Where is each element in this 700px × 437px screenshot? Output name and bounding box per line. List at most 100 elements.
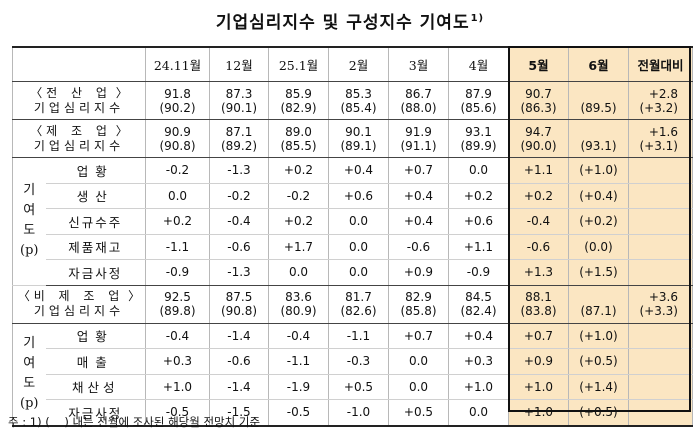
value-cell: +1.0 [145,374,210,400]
value-cell: +0.4 [328,157,389,184]
section-label: 〈 전 산 업 〉 기업심리지수 [12,81,146,120]
value-cell: (0.0) [568,234,629,260]
value-cell: +0.7 [388,323,449,349]
contribution-side-label: 기 여 도 (p) [12,323,46,427]
value-cell: -1.3 [209,157,269,184]
contribution-row: 자금사정 -0.5 -1.5 -0.5 -1.0 +0.5 0.0 +1.0 (… [13,399,693,427]
empty-cell [628,157,693,184]
value-cell: +0.3 [145,348,210,375]
value-cell: 0.0 [448,157,509,184]
value-cell: 0.0 [328,208,389,235]
value-cell: 0.0 [448,399,509,427]
value-cell: -1.9 [268,374,329,400]
contribution-row: 생산 0.0 -0.2 -0.2 +0.6 +0.4 +0.2 +0.2 (+0… [13,183,693,209]
value-cell: +0.2 [145,208,210,235]
value-cell: -0.5 [268,399,329,427]
item-label: 업황 [45,157,146,184]
value-cell: -0.2 [145,157,210,184]
value-cell: +3.6 (+3.3) [628,284,693,324]
header-col: 2월 [328,46,389,82]
header-col: 12월 [209,46,269,82]
table-title: 기업심리지수 및 구성지수 기여도1) [215,13,485,33]
value-cell: -0.4 [145,323,210,349]
value-cell: 0.0 [268,259,329,286]
value-cell: +1.0 [508,399,569,427]
value-cell: -0.2 [209,183,269,209]
value-cell: -1.3 [209,259,269,286]
value-cell: (93.1) [568,119,629,158]
empty-cell [628,183,693,209]
value-cell: -1.0 [328,399,389,427]
value-cell: +1.7 [268,234,329,260]
section-non-manufacturing-row: 〈 비 제 조 업 〉 기업심리지수 92.5 (89.8) 87.5 (90.8)… [12,284,693,324]
empty-cell [628,374,693,400]
item-label: 신규수주 [45,208,146,235]
header-col: 전월대비 [628,46,693,82]
value-cell: 87.1 (89.2) [209,119,269,158]
value-cell: 93.1 (89.9) [448,119,509,158]
value-cell: -0.6 [209,234,269,260]
value-cell: (89.5) [568,81,629,120]
item-label: 자금사정 [45,399,146,427]
value-cell: 81.7 (82.6) [328,284,389,324]
header-col: 25.1월 [268,46,329,82]
contribution-row: 기 여 도 (p) 업황 -0.4 -1.4 -0.4 -1.1 +0.7 +0.4 … [12,323,693,427]
value-cell: +0.2 [268,208,329,235]
value-cell: +0.3 [448,348,509,375]
empty-cell [628,234,693,260]
value-cell: +0.9 [388,259,449,286]
value-cell: -1.4 [209,374,269,400]
section-manufacturing-row: 〈 제 조 업 〉 기업심리지수 90.9 (90.8) 87.1 (89.2) 8… [12,119,693,158]
value-cell: +0.7 [388,157,449,184]
value-cell: +1.0 [508,374,569,400]
section-label: 〈 제 조 업 〉 기업심리지수 [12,119,146,158]
value-cell: (+0.4) [568,183,629,209]
header-col: 3월 [388,46,449,82]
value-cell: 85.3 (85.4) [328,81,389,120]
value-cell: +0.6 [448,208,509,235]
contribution-row: 제품재고 -1.1 -0.6 +1.7 0.0 -0.6 +1.1 -0.6 (… [13,234,693,260]
section-label: 〈 비 제 조 업 〉 기업심리지수 [12,284,146,324]
value-cell: +0.2 [508,183,569,209]
contribution-row: 채산성 +1.0 -1.4 -1.9 +0.5 0.0 +1.0 +1.0 (+… [13,374,693,400]
value-cell: 92.5 (89.8) [145,284,210,324]
contribution-side-label: 기 여 도 (p) [12,157,46,286]
empty-cell [628,323,693,349]
value-cell: +0.7 [508,323,569,349]
value-cell: 91.8 (90.2) [145,81,210,120]
value-cell: -0.6 [508,234,569,260]
value-cell: 90.9 (90.8) [145,119,210,158]
value-cell: 87.5 (90.8) [209,284,269,324]
value-cell: -0.4 [508,208,569,235]
value-cell: 85.9 (82.9) [268,81,329,120]
value-cell: +0.2 [268,157,329,184]
value-cell: +1.3 [508,259,569,286]
bsi-table: 24.11월 12월 25.1월 2월 3월 4월 5월 6월 전월대비 〈 전… [12,46,693,427]
value-cell: -0.4 [209,208,269,235]
value-cell: 91.9 (91.1) [388,119,449,158]
header-row: 24.11월 12월 25.1월 2월 3월 4월 5월 6월 전월대비 [12,46,693,82]
value-cell: +0.5 [328,374,389,400]
header-col: 4월 [448,46,509,82]
empty-cell [628,348,693,375]
header-col: 6월 [568,46,629,82]
value-cell: +1.1 [448,234,509,260]
value-cell: 86.7 (88.0) [388,81,449,120]
value-cell: (+0.2) [568,208,629,235]
value-cell: 0.0 [145,183,210,209]
value-cell: -1.4 [209,323,269,349]
value-cell: 82.9 (85.8) [388,284,449,324]
value-cell: -0.6 [209,348,269,375]
value-cell: 0.0 [328,234,389,260]
header-col: 5월 [508,46,569,82]
item-label: 자금사정 [45,259,146,286]
value-cell: 0.0 [388,348,449,375]
section-all-industry-row: 〈 전 산 업 〉 기업심리지수 91.8 (90.2) 87.3 (90.1) 8… [12,81,693,120]
value-cell: (+0.5) [568,348,629,375]
value-cell: 90.1 (89.1) [328,119,389,158]
value-cell: (+1.0) [568,323,629,349]
value-cell: -1.1 [145,234,210,260]
contribution-row: 신규수주 +0.2 -0.4 +0.2 0.0 +0.4 +0.6 -0.4 (… [13,208,693,235]
value-cell: 87.3 (90.1) [209,81,269,120]
item-label: 업황 [45,323,146,349]
